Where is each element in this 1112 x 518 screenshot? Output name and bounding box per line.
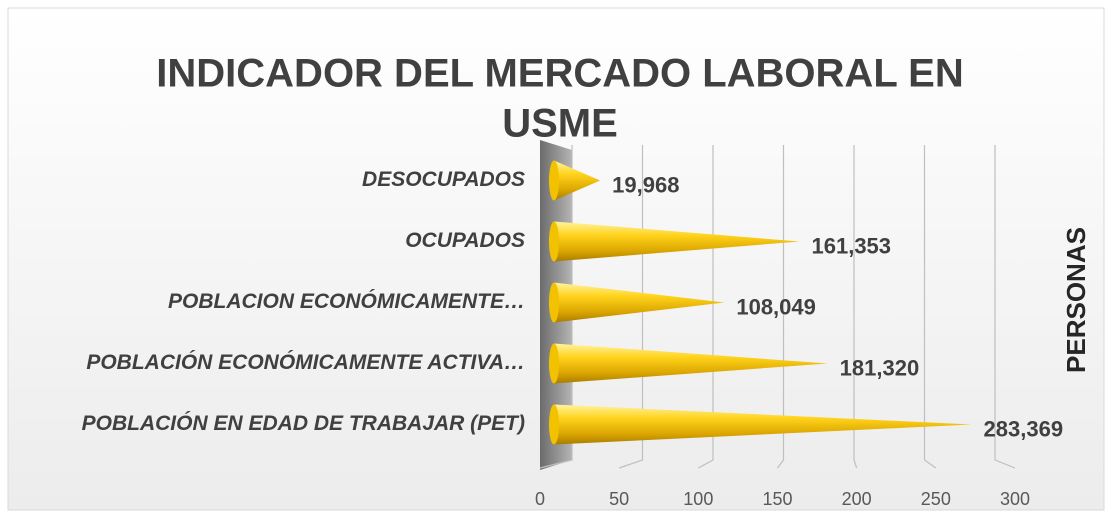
- x-tick-label: 250: [921, 489, 951, 509]
- cone-base: [549, 160, 559, 201]
- cone: [549, 404, 972, 445]
- grid-line: [923, 145, 937, 469]
- y-tick-label: DESOCUPADOS: [362, 168, 525, 191]
- data-label: 161,353: [812, 233, 892, 258]
- grid-line: [853, 145, 858, 469]
- cone-body: [554, 221, 800, 262]
- y-tick-label: POBLACIÓN ECONÓMICAMENTE ACTIVA…: [86, 350, 525, 374]
- data-label: 181,320: [840, 355, 920, 380]
- x-tick-label: 100: [683, 489, 713, 509]
- chart-title: INDICADOR DEL MERCADO LABORAL EN: [156, 52, 963, 96]
- cone-body: [554, 404, 972, 445]
- x-tick-label: 150: [762, 489, 792, 509]
- x-tick-label: 0: [535, 489, 545, 509]
- x-tick-label: 50: [609, 489, 629, 509]
- cone-base: [549, 282, 559, 323]
- x-tick-label: 300: [1000, 489, 1030, 509]
- data-label: 108,049: [736, 294, 816, 319]
- axis-title: PERSONAS: [1061, 227, 1091, 373]
- cone: [549, 160, 601, 201]
- y-tick-label: POBLACION ECONÓMICAMENTE…: [168, 289, 525, 313]
- cone: [549, 282, 725, 323]
- x-tick-label: 200: [842, 489, 872, 509]
- cone-body: [554, 343, 828, 384]
- data-label: 19,968: [612, 172, 679, 197]
- grid-line: [777, 145, 785, 469]
- cone-body: [554, 160, 601, 201]
- grid-line: [994, 145, 1016, 469]
- y-tick-label: POBLACIÓN EN EDAD DE TRABAJAR (PET): [82, 411, 525, 435]
- cone: [549, 221, 800, 262]
- cone-base: [549, 404, 559, 445]
- data-label: 283,369: [984, 416, 1064, 441]
- y-tick-label: OCUPADOS: [405, 229, 525, 252]
- chart-title: USME: [502, 102, 618, 146]
- cone-base: [549, 221, 559, 262]
- grid-line: [698, 145, 714, 469]
- cone-body: [554, 282, 725, 323]
- cone: [549, 343, 828, 384]
- cone-base: [549, 343, 559, 384]
